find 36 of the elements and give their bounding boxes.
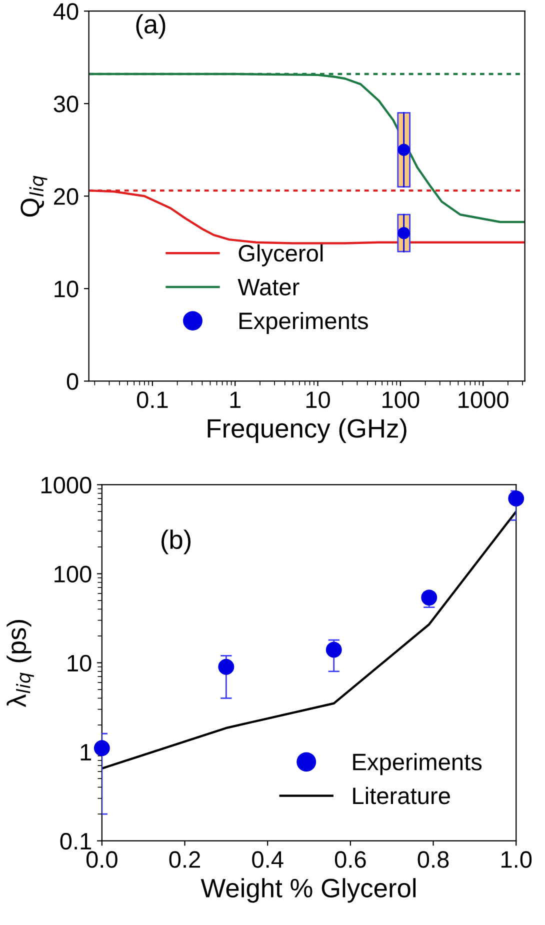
x-tick-label: 1000: [458, 391, 508, 408]
y-tick-label: 0.1: [60, 832, 92, 850]
point: [508, 490, 524, 506]
point: [94, 740, 110, 756]
y-tick-label: 30: [54, 96, 78, 112]
y-tick-label: 20: [54, 188, 78, 205]
y-tick-label: 10: [54, 280, 78, 298]
y-tick-label: 10: [68, 654, 92, 672]
legend-label: Water: [238, 278, 300, 296]
x-axis-title: Frequency (GHz): [208, 418, 406, 443]
legend-label: Experiments: [240, 312, 368, 334]
legend-label: Literature: [353, 786, 450, 804]
y-tick-label: 1000: [41, 476, 92, 494]
x-tick-label: 0.4: [252, 851, 284, 868]
x-tick-label: 1: [230, 392, 241, 408]
y-tick-label: 100: [54, 566, 92, 583]
x-tick-label: 1.0: [502, 851, 532, 868]
x-tick-label: 0.2: [169, 851, 200, 868]
legend-label: Glycerol: [238, 244, 323, 266]
x-axis-title: Weight % Glycerol: [200, 878, 416, 903]
annotation: (b): [162, 530, 191, 554]
x-tick-label: 0.6: [334, 851, 366, 868]
y-axis-title: λ$_{liq}$ (ps): [6, 620, 34, 708]
annotation: (a): [136, 14, 166, 39]
x-tick-label: 100: [382, 391, 420, 408]
y-tick-label: 1: [80, 744, 92, 760]
legend-label: Experiments: [353, 753, 482, 776]
x-tick-label: 10: [306, 391, 330, 408]
point: [326, 642, 342, 658]
y-axis-title: Q$_{liq}$: [20, 176, 48, 217]
x-tick-label: 0.8: [418, 851, 449, 868]
y-tick-label: 0: [66, 373, 78, 390]
x-tick-label: 0.1: [136, 391, 168, 408]
y-tick-label: 40: [53, 3, 78, 20]
point: [218, 658, 234, 675]
x-tick-label: 0.0: [86, 851, 118, 868]
